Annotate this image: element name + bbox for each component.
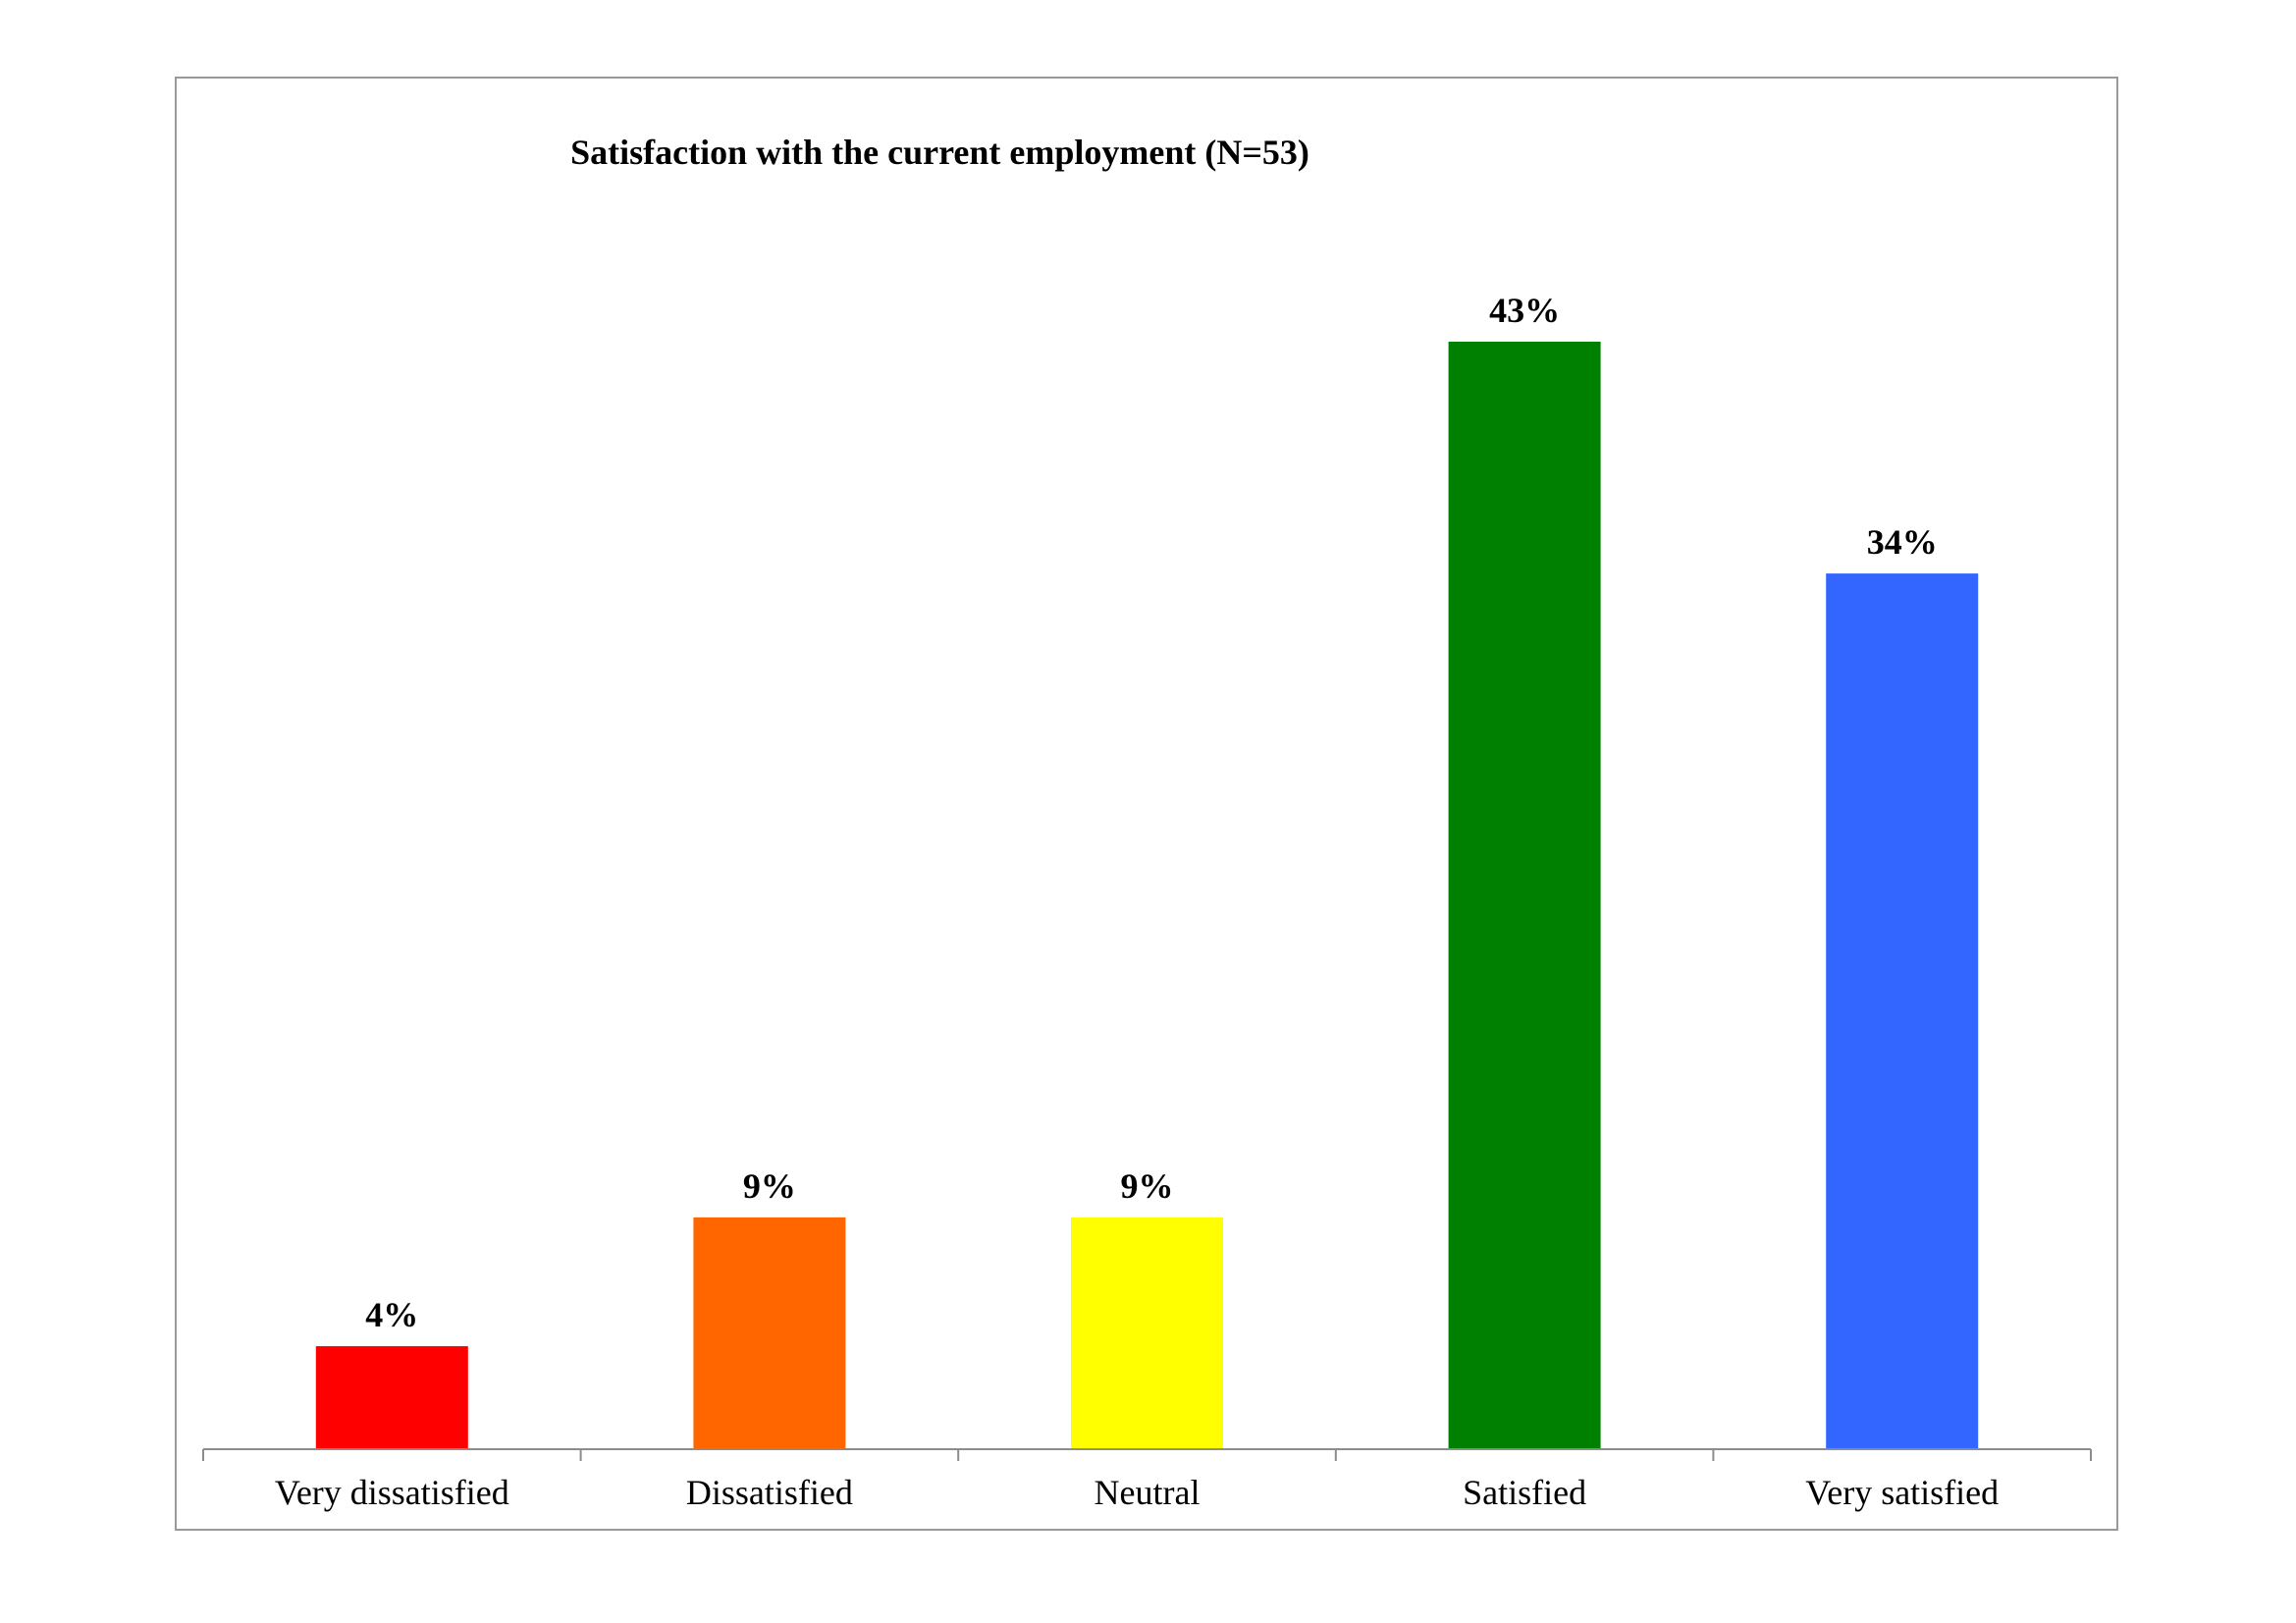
x-tick-label-dissatisfied: Dissatisfied bbox=[686, 1473, 853, 1512]
bar-satisfied bbox=[1448, 342, 1601, 1449]
bar-very-satisfied bbox=[1826, 573, 1979, 1449]
data-label-satisfied: 43% bbox=[1489, 291, 1560, 330]
bar-very-dissatisfied bbox=[315, 1346, 468, 1449]
data-label-neutral: 9% bbox=[1121, 1166, 1174, 1206]
data-label-dissatisfied: 9% bbox=[743, 1166, 796, 1206]
chart-title: Satisfaction with the current employment… bbox=[570, 133, 1309, 172]
data-label-very-dissatisfied: 4% bbox=[365, 1295, 418, 1334]
labels-layer: 4% Very dissatisfied 9% Dissatisfied 9% Neutr… bbox=[275, 291, 1999, 1512]
bar-dissatisfied bbox=[693, 1217, 846, 1449]
x-tick-label-very-dissatisfied: Very dissatisfied bbox=[275, 1473, 509, 1512]
bars-layer bbox=[315, 342, 1979, 1449]
x-axis bbox=[202, 1448, 2092, 1461]
x-tick-label-satisfied: Satisfied bbox=[1463, 1473, 1586, 1512]
x-tick-label-very-satisfied: Very satisfied bbox=[1805, 1473, 1999, 1512]
bar-neutral bbox=[1071, 1217, 1223, 1449]
x-tick-label-neutral: Neutral bbox=[1095, 1473, 1201, 1512]
data-label-very-satisfied: 34% bbox=[1867, 522, 1938, 562]
